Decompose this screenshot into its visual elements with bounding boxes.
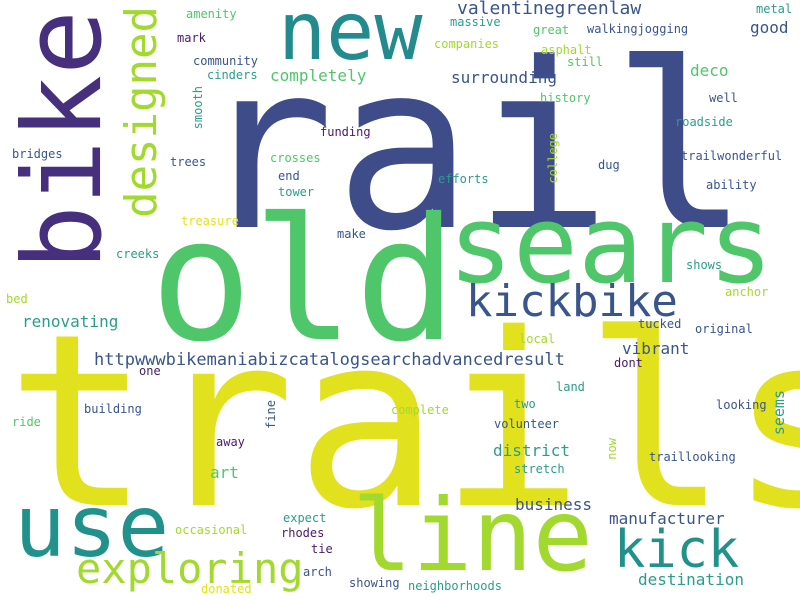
word-business: business [515, 495, 593, 514]
word-ride: ride [12, 415, 41, 429]
word-url: httpwwwbikemaniabizcatalogsearchadvanced… [94, 350, 565, 370]
word-expect: expect [283, 511, 327, 525]
word-art: art [210, 463, 239, 482]
word-vibrant: vibrant [622, 339, 690, 358]
word-designed: designed [116, 6, 167, 218]
word-stretch: stretch [514, 462, 565, 476]
word-walkingjogging: walkingjogging [587, 22, 689, 36]
word-sears: sears [448, 183, 774, 308]
word-great: great [533, 23, 570, 37]
word-kickbike: kickbike [466, 276, 678, 327]
word-district: district [493, 441, 571, 460]
word-dug: dug [598, 158, 620, 172]
word-rhodes: rhodes [281, 526, 325, 540]
word-new: new [278, 0, 423, 78]
word-showing: showing [349, 576, 400, 590]
word-deco: deco [690, 61, 729, 80]
word-tie: tie [311, 542, 333, 556]
word-ability: ability [706, 178, 757, 192]
word-well: well [709, 91, 738, 105]
word-surrounding: surrounding [451, 68, 557, 87]
word-line: line [352, 477, 593, 594]
word-trails: trails [6, 282, 800, 562]
word-metal: metal [756, 2, 793, 16]
word-trailwonderful: trailwonderful [681, 149, 783, 163]
word-mark: mark [177, 31, 206, 45]
word-make: make [337, 227, 366, 241]
word-local: local [519, 332, 556, 346]
word-completely: completely [270, 66, 367, 85]
word-arch: arch [303, 565, 332, 579]
word-destination: destination [638, 570, 744, 589]
word-valentinegreenlaw: valentinegreenlaw [457, 0, 642, 19]
word-rail: rail [196, 15, 750, 282]
word-good: good [750, 18, 789, 37]
word-crosses: crosses [270, 151, 321, 165]
word-creeks: creeks [116, 247, 160, 261]
word-bed: bed [6, 292, 28, 306]
word-dont: dont [614, 356, 643, 370]
word-college: college [546, 133, 560, 184]
word-volunteer: volunteer [494, 417, 560, 431]
word-funding: funding [320, 125, 371, 139]
word-exploring: exploring [76, 544, 304, 593]
word-companies: companies [434, 37, 500, 51]
word-away: away [216, 435, 245, 449]
word-treasure: treasure [181, 214, 239, 228]
word-donated: donated [201, 582, 252, 596]
word-trees: trees [170, 155, 207, 169]
word-community: community [193, 54, 259, 68]
word-amenity: amenity [186, 7, 237, 21]
word-efforts: efforts [438, 172, 489, 186]
word-now: now [605, 438, 619, 460]
word-old: old [150, 182, 458, 380]
word-history: history [540, 91, 591, 105]
word-still: still [567, 55, 604, 69]
word-end: end [278, 169, 300, 183]
word-massive: massive [450, 15, 501, 29]
word-tucked: tucked [638, 317, 682, 331]
word-use: use [14, 477, 170, 577]
word-one: one [139, 364, 161, 378]
word-kick: kick [614, 520, 740, 580]
word-fine: fine [264, 400, 278, 429]
word-neighborhoods: neighborhoods [408, 579, 502, 593]
word-cinders: cinders [207, 68, 258, 82]
word-complete: complete [391, 403, 449, 417]
word-original: original [695, 322, 753, 336]
word-anchor: anchor [725, 285, 769, 299]
word-traillooking: traillooking [649, 450, 736, 464]
word-land: land [556, 380, 585, 394]
word-building: building [84, 402, 142, 416]
word-bike: bike [1, 10, 126, 271]
word-roadside: roadside [675, 115, 733, 129]
word-bridges: bridges [12, 147, 63, 161]
word-seems: seems [770, 390, 788, 436]
word-smooth: smooth [191, 86, 205, 130]
word-looking: looking [716, 398, 767, 412]
word-occasional: occasional [175, 523, 248, 537]
word-tower: tower [278, 185, 315, 199]
word-manufacturer: manufacturer [609, 509, 725, 528]
word-asphalt: asphalt [541, 43, 592, 57]
word-shows: shows [686, 258, 723, 272]
word-renovating: renovating [22, 312, 119, 331]
word-two: two [514, 397, 536, 411]
